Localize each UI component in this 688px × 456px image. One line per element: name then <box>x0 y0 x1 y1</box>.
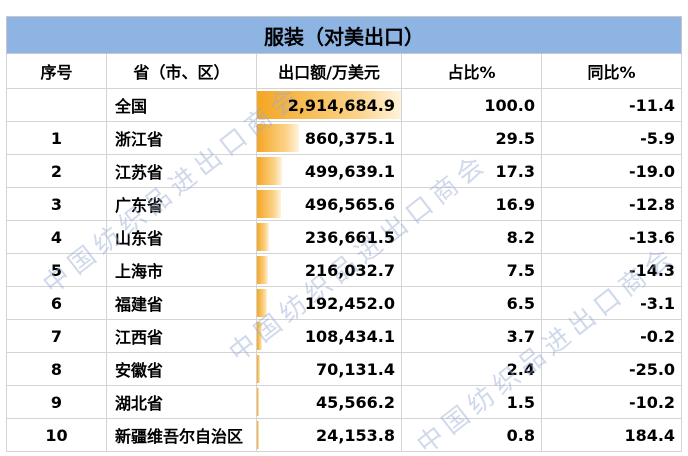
cell-index[interactable] <box>6 88 107 122</box>
cell-yoy[interactable]: -0.2 <box>540 319 683 353</box>
cell-index[interactable]: 5 <box>6 253 107 287</box>
cell-yoy[interactable]: -12.8 <box>540 187 683 221</box>
cell-yoy[interactable]: -19.0 <box>540 154 683 188</box>
data-bar <box>257 157 282 185</box>
cell-share[interactable]: 6.5 <box>401 286 542 320</box>
cell-province[interactable]: 上海市 <box>106 253 257 287</box>
table-row: 1 浙江省 860,375.1 29.5 -5.9 <box>6 121 683 155</box>
cell-yoy[interactable]: -10.2 <box>540 385 683 419</box>
header-index[interactable]: 序号 <box>6 53 107 89</box>
data-bar <box>257 322 263 350</box>
data-bar <box>257 91 401 119</box>
cell-index[interactable]: 10 <box>6 418 107 452</box>
data-bar <box>257 124 300 152</box>
cell-export-value: 236,661.5 <box>304 227 395 247</box>
cell-share[interactable]: 1.5 <box>401 385 542 419</box>
cell-index[interactable]: 7 <box>6 319 107 353</box>
table-row: 7 江西省 108,434.1 3.7 -0.2 <box>6 319 683 353</box>
cell-export[interactable]: 70,131.4 <box>256 352 402 386</box>
cell-export-value: 24,153.8 <box>316 425 395 445</box>
cell-share[interactable]: 29.5 <box>401 121 542 155</box>
export-table: 服装（对美出口） 序号 省（市、区） 出口额/万美元 占比% 同比% 全国 2,… <box>5 16 683 452</box>
header-share[interactable]: 占比% <box>401 53 542 89</box>
cell-export[interactable]: 236,661.5 <box>256 220 402 254</box>
cell-yoy[interactable]: 184.4 <box>540 418 683 452</box>
cell-export[interactable]: 496,565.6 <box>256 187 402 221</box>
table-row: 5 上海市 216,032.7 7.5 -14.3 <box>6 253 683 287</box>
cell-share[interactable]: 2.4 <box>401 352 542 386</box>
cell-yoy[interactable]: -13.6 <box>540 220 683 254</box>
cell-share[interactable]: 3.7 <box>401 319 542 353</box>
cell-export[interactable]: 24,153.8 <box>256 418 402 452</box>
cell-index[interactable]: 3 <box>6 187 107 221</box>
header-yoy[interactable]: 同比% <box>540 53 683 89</box>
cell-export-value: 192,452.0 <box>304 293 395 313</box>
cell-share[interactable]: 100.0 <box>401 88 542 122</box>
table-row: 6 福建省 192,452.0 6.5 -3.1 <box>6 286 683 320</box>
data-bar <box>257 421 259 449</box>
data-bar <box>257 223 269 251</box>
cell-yoy[interactable]: -3.1 <box>540 286 683 320</box>
cell-index[interactable]: 9 <box>6 385 107 419</box>
cell-export-value: 216,032.7 <box>304 260 395 280</box>
data-bar <box>257 256 268 284</box>
cell-export-value: 496,565.6 <box>304 194 395 214</box>
cell-export-value: 2,914,684.9 <box>287 95 395 115</box>
cell-province[interactable]: 山东省 <box>106 220 257 254</box>
cell-export[interactable]: 216,032.7 <box>256 253 402 287</box>
header-export[interactable]: 出口额/万美元 <box>256 53 402 89</box>
table-body: 1 浙江省 860,375.1 29.5 -5.9 2 江苏省 499,639.1 17.3 -1… <box>6 121 683 452</box>
cell-export-value: 45,566.2 <box>316 392 395 412</box>
cell-index[interactable]: 2 <box>6 154 107 188</box>
cell-export[interactable]: 45,566.2 <box>256 385 402 419</box>
cell-index[interactable]: 8 <box>6 352 107 386</box>
cell-export[interactable]: 2,914,684.9 <box>256 88 402 122</box>
cell-share[interactable]: 7.5 <box>401 253 542 287</box>
cell-export[interactable]: 860,375.1 <box>256 121 402 155</box>
cell-yoy[interactable]: -14.3 <box>540 253 683 287</box>
cell-province[interactable]: 广东省 <box>106 187 257 221</box>
cell-share[interactable]: 17.3 <box>401 154 542 188</box>
cell-index[interactable]: 1 <box>6 121 107 155</box>
cell-yoy[interactable]: -25.0 <box>540 352 683 386</box>
cell-export-value: 860,375.1 <box>304 128 395 148</box>
title-row: 服装（对美出口） <box>5 16 683 54</box>
cell-province[interactable]: 江西省 <box>106 319 257 353</box>
cell-yoy[interactable]: -5.9 <box>540 121 683 155</box>
table-row: 9 湖北省 45,566.2 1.5 -10.2 <box>6 385 683 419</box>
cell-province[interactable]: 新疆维吾尔自治区 <box>106 418 257 452</box>
cell-share[interactable]: 8.2 <box>401 220 542 254</box>
cell-export[interactable]: 108,434.1 <box>256 319 402 353</box>
cell-export[interactable]: 192,452.0 <box>256 286 402 320</box>
cell-export[interactable]: 499,639.1 <box>256 154 402 188</box>
table-row: 3 广东省 496,565.6 16.9 -12.8 <box>6 187 683 221</box>
header-province[interactable]: 省（市、区） <box>106 53 257 89</box>
cell-export-value: 70,131.4 <box>316 359 395 379</box>
table-row: 10 新疆维吾尔自治区 24,153.8 0.8 184.4 <box>6 418 683 452</box>
cell-export-value: 108,434.1 <box>304 326 395 346</box>
table-row-total: 全国 2,914,684.9 100.0 -11.4 <box>6 88 683 122</box>
table-row: 4 山东省 236,661.5 8.2 -13.6 <box>6 220 683 254</box>
cell-province[interactable]: 全国 <box>106 88 257 122</box>
cell-province[interactable]: 浙江省 <box>106 121 257 155</box>
table-title[interactable]: 服装（对美出口） <box>5 16 683 54</box>
cell-province[interactable]: 安徽省 <box>106 352 257 386</box>
table-row: 8 安徽省 70,131.4 2.4 -25.0 <box>6 352 683 386</box>
data-bar <box>257 355 261 383</box>
cell-province[interactable]: 江苏省 <box>106 154 257 188</box>
cell-share[interactable]: 0.8 <box>401 418 542 452</box>
cell-yoy[interactable]: -11.4 <box>540 88 683 122</box>
data-bar <box>257 388 260 416</box>
cell-index[interactable]: 4 <box>6 220 107 254</box>
cell-province[interactable]: 湖北省 <box>106 385 257 419</box>
data-bar <box>257 190 282 218</box>
data-bar <box>257 289 267 317</box>
table-row: 2 江苏省 499,639.1 17.3 -19.0 <box>6 154 683 188</box>
cell-province[interactable]: 福建省 <box>106 286 257 320</box>
cell-share[interactable]: 16.9 <box>401 187 542 221</box>
cell-export-value: 499,639.1 <box>304 161 395 181</box>
cell-index[interactable]: 6 <box>6 286 107 320</box>
header-row: 序号 省（市、区） 出口额/万美元 占比% 同比% <box>6 53 683 89</box>
